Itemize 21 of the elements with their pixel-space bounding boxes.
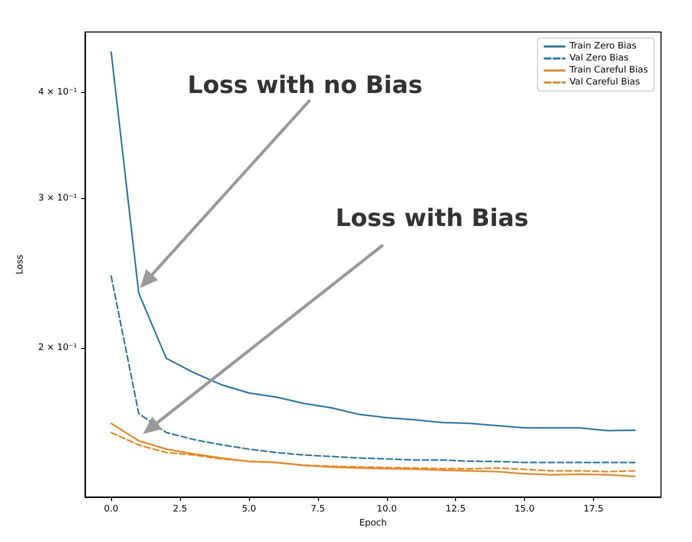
y-tick-label: 2 × 10⁻¹ (38, 342, 78, 353)
x-tick-label: 5.0 (242, 504, 256, 514)
x-tick-label: 7.5 (310, 504, 326, 514)
legend-label: Train Zero Bias (568, 42, 637, 52)
legend-label: Val Careful Bias (570, 78, 640, 88)
x-tick-label: 17.5 (583, 504, 604, 514)
line-series (110, 422, 636, 478)
line-series (110, 275, 636, 464)
x-tick-label: 15.0 (514, 504, 535, 514)
annotation: Loss with Bias (335, 204, 529, 232)
legend-label: Train Careful Bias (568, 66, 648, 76)
legend-label: Val Zero Bias (570, 54, 629, 64)
y-tick-label: 4 × 10⁻¹ (38, 87, 78, 98)
x-tick-label: 12.5 (446, 504, 466, 514)
x-tick-label: 10.0 (376, 504, 398, 514)
x-tick-label: 0.0 (104, 504, 119, 514)
y-tick-label: 3 × 10⁻¹ (38, 193, 78, 204)
x-axis-title: Epoch (359, 518, 387, 528)
x-tick-label: 2.5 (172, 504, 188, 514)
annotation: Loss with no Bias (188, 71, 422, 99)
y-axis-title: Loss (16, 254, 26, 274)
